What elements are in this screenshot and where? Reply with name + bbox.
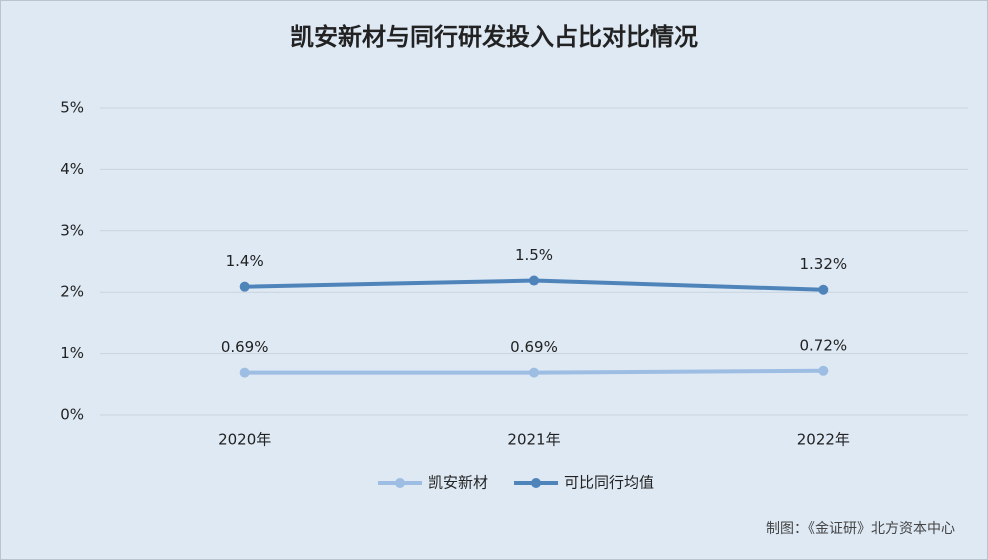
data-label: 1.4%: [226, 252, 264, 270]
source-note: 制图：《金证研》北方资本中心: [766, 521, 955, 537]
data-label: 1.5%: [515, 246, 553, 264]
legend-label: 可比同行均值: [564, 474, 654, 492]
x-tick-label: 2020年: [218, 431, 271, 449]
data-label: 0.72%: [800, 336, 848, 354]
y-tick-label: 1%: [60, 344, 84, 362]
legend-label: 凯安新材: [428, 474, 488, 492]
y-tick-label: 5%: [60, 99, 84, 117]
legend-marker: [531, 478, 542, 488]
data-label: 1.32%: [800, 255, 848, 273]
y-tick-label: 3%: [60, 221, 84, 239]
legend-marker: [395, 478, 405, 488]
chart-title: 凯安新材与同行研发投入占比对比情况: [290, 23, 698, 51]
y-tick-label: 0%: [60, 406, 84, 424]
x-tick-label: 2022年: [797, 431, 850, 449]
data-label: 0.69%: [221, 338, 269, 356]
point: [529, 367, 539, 378]
point: [529, 275, 539, 286]
point: [239, 367, 250, 378]
point: [239, 281, 250, 292]
point: [818, 365, 829, 376]
y-tick-label: 4%: [60, 160, 84, 178]
point: [818, 284, 829, 295]
y-tick-label: 2%: [60, 283, 84, 301]
x-tick-label: 2021年: [507, 431, 560, 449]
data-label: 0.69%: [510, 338, 558, 356]
